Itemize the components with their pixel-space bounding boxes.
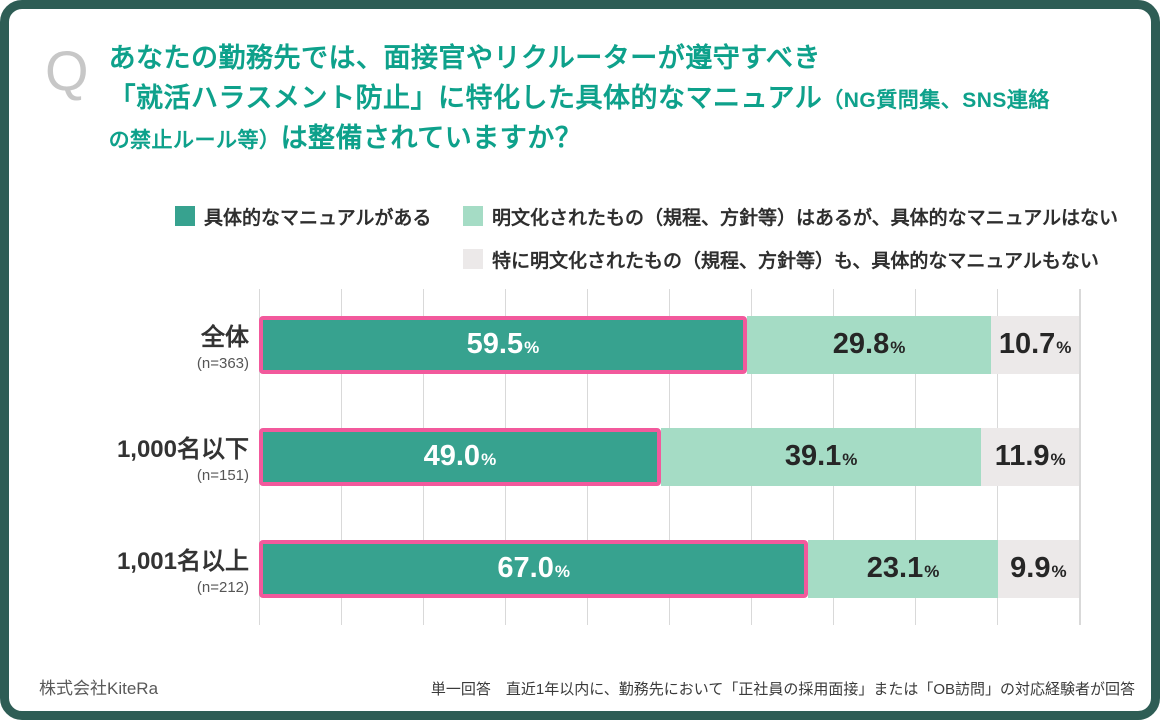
legend-swatch-written-only bbox=[463, 206, 483, 227]
legend-label: 明文化されたもの（規程、方針等）はあるが、具体的なマニュアルはない bbox=[492, 207, 1119, 229]
legend-swatch-manual bbox=[175, 206, 195, 227]
title-line-3: の禁止ルール等）は整備されていますか？ bbox=[108, 122, 583, 153]
stacked-bar: 59.5% 29.8% 10.7% bbox=[259, 315, 1079, 374]
category-name: 1,001名以上 bbox=[116, 548, 249, 576]
chart-row-over-1001: 1,001名以上 (n=212) 67.0% 23.1% 9.9% bbox=[9, 513, 1151, 625]
company-name: 株式会社KiteRa bbox=[39, 679, 159, 698]
footer: 株式会社KiteRa 単一回答 直近1年以内に、勤務先において「正社員の採用面接… bbox=[39, 674, 1135, 699]
bar-segment-written-only: 39.1% bbox=[660, 427, 982, 486]
category-name: 全体 bbox=[201, 324, 249, 352]
chart-row-under-1000: 1,000名以下 (n=151) 49.0% 39.1% 11.9% bbox=[9, 401, 1151, 513]
title-line-2: 「就活ハラスメント防止」に特化した具体的なマニュアル（NG質問集、SNS連絡 bbox=[108, 82, 1050, 113]
question-title: あなたの勤務先では、面接官やリクルーターが遵守すべき 「就活ハラスメント防止」に… bbox=[109, 39, 1050, 159]
stacked-bar-chart: 全体 (n=363) 59.5% 29.8% 10.7% bbox=[9, 288, 1151, 625]
bar-segment-manual: 49.0% bbox=[259, 427, 661, 486]
bar-segment-written-only: 23.1% bbox=[808, 539, 998, 598]
q-mark: Q bbox=[45, 39, 89, 102]
bar-segment-manual: 67.0% bbox=[259, 539, 809, 598]
chart-row-all: 全体 (n=363) 59.5% 29.8% 10.7% bbox=[9, 289, 1151, 401]
legend-label: 特に明文化されたもの（規程、方針等）も、具体的なマニュアルもない bbox=[492, 250, 1099, 272]
bar-segment-none: 10.7% bbox=[991, 315, 1079, 374]
legend-label: 具体的なマニュアルがある bbox=[204, 207, 432, 229]
legend-item-manual: 具体的なマニュアルがある bbox=[175, 203, 463, 230]
bar-segment-written-only: 29.8% bbox=[746, 315, 992, 374]
sample-size: (n=363) bbox=[196, 355, 249, 373]
survey-note: 単一回答 直近1年以内に、勤務先において「正社員の採用面接」または「OB訪問」の… bbox=[430, 681, 1135, 698]
bar-segment-none: 9.9% bbox=[997, 539, 1079, 598]
sample-size: (n=151) bbox=[196, 467, 249, 485]
legend-item-none: 特に明文化されたもの（規程、方針等）も、具体的なマニュアルもない bbox=[463, 246, 1151, 273]
category-label: 1,000名以下 (n=151) bbox=[9, 429, 249, 484]
sample-size: (n=212) bbox=[196, 579, 249, 597]
stacked-bar: 49.0% 39.1% 11.9% bbox=[259, 427, 1079, 486]
legend-swatch-none bbox=[463, 249, 483, 270]
category-label: 1,001名以上 (n=212) bbox=[9, 541, 249, 596]
bar-segment-manual: 59.5% bbox=[259, 315, 747, 374]
legend-item-written-only: 明文化されたもの（規程、方針等）はあるが、具体的なマニュアルはない bbox=[463, 203, 1151, 230]
bar-segment-none: 11.9% bbox=[981, 427, 1079, 486]
question-header: Q あなたの勤務先では、面接官やリクルーターが遵守すべき 「就活ハラスメント防止… bbox=[9, 9, 1151, 159]
title-line-1: あなたの勤務先では、面接官やリクルーターが遵守すべき bbox=[108, 43, 821, 73]
chart-legend: 具体的なマニュアルがある 明文化されたもの（規程、方針等）はあるが、具体的なマニ… bbox=[175, 203, 1151, 273]
category-label: 全体 (n=363) bbox=[9, 317, 249, 372]
stacked-bar: 67.0% 23.1% 9.9% bbox=[259, 539, 1079, 598]
category-name: 1,000名以下 bbox=[116, 436, 249, 464]
